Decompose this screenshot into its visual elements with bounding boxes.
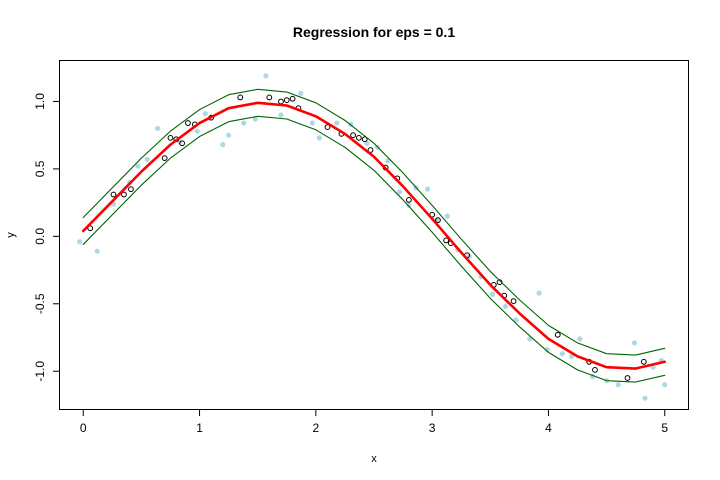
- data-point-15: [278, 112, 284, 118]
- support-point-3: [128, 186, 134, 193]
- data-point-29: [444, 213, 450, 219]
- support-point-34: [510, 298, 517, 304]
- data-point-25: [406, 202, 412, 208]
- y-axis-label: y: [5, 232, 17, 238]
- x-axis-label: x: [371, 453, 377, 465]
- support-point-7: [179, 140, 186, 147]
- data-point-8: [194, 128, 200, 134]
- support-point-0: [87, 225, 94, 232]
- data-point-46: [642, 395, 648, 401]
- x-tick-label-3: 3: [429, 421, 436, 435]
- data-point-13: [252, 116, 258, 122]
- support-point-37: [592, 366, 598, 373]
- support-point-25: [405, 197, 412, 203]
- y-tick-label-4: 1.0: [33, 93, 47, 110]
- data-point-33: [490, 291, 496, 297]
- support-point-39: [640, 358, 647, 365]
- support-point-27: [435, 217, 441, 224]
- support-point-14: [283, 97, 290, 104]
- y-tick-label-2: 0.0: [33, 228, 47, 245]
- support-point-5: [167, 134, 174, 141]
- data-point-9: [202, 111, 208, 117]
- x-tick-label-5: 5: [661, 421, 668, 435]
- data-point-16: [298, 90, 304, 96]
- support-point-2: [121, 191, 127, 198]
- data-point-4: [135, 163, 141, 169]
- data-point-24: [396, 189, 403, 195]
- support-point-20: [355, 134, 362, 141]
- data-point-18: [316, 135, 322, 141]
- plot-marks: [77, 73, 668, 401]
- data-point-38: [544, 347, 550, 353]
- support-point-35: [554, 331, 561, 338]
- data-point-12: [241, 120, 247, 126]
- data-point-35: [513, 317, 519, 323]
- support-point-21: [361, 136, 368, 143]
- support-point-13: [278, 98, 284, 105]
- data-point-17: [309, 120, 315, 126]
- support-point-11: [237, 94, 244, 101]
- data-point-19: [334, 120, 340, 126]
- lower-bound-line: [82, 115, 666, 383]
- support-point-8: [185, 120, 191, 126]
- support-point-38: [624, 375, 631, 381]
- data-point-37: [536, 290, 542, 296]
- chart-title: Regression for eps = 0.1: [293, 24, 455, 40]
- support-point-12: [266, 94, 273, 101]
- data-point-39: [559, 351, 566, 357]
- data-point-27: [424, 186, 431, 192]
- support-point-28: [443, 237, 450, 244]
- data-point-21: [364, 140, 370, 146]
- data-point-14: [263, 73, 269, 79]
- plot-frame: [59, 60, 689, 410]
- y-tick-label-3: 0.5: [33, 160, 47, 177]
- fit-line: [81, 101, 667, 370]
- data-point-49: [662, 382, 668, 388]
- data-point-0: [77, 239, 83, 245]
- y-axis: -1.0 -0.5 0.0 0.5 1.0: [33, 93, 60, 382]
- x-tick-label-2: 2: [313, 421, 320, 435]
- x-axis: 0 1 2 3 4 5: [80, 409, 668, 435]
- data-point-1: [94, 248, 100, 254]
- support-point-4: [161, 155, 168, 162]
- support-point-1: [110, 191, 117, 198]
- support-point-15: [289, 95, 296, 102]
- x-tick-label-4: 4: [545, 421, 552, 435]
- data-point-11: [226, 132, 232, 138]
- data-point-41: [577, 336, 583, 342]
- data-point-45: [631, 340, 638, 346]
- y-tick-label-0: -1.0: [33, 361, 47, 382]
- y-tick-label-1: -0.5: [33, 293, 47, 314]
- support-point-19: [350, 132, 356, 139]
- data-point-10: [220, 142, 226, 148]
- x-tick-label-0: 0: [80, 421, 87, 435]
- x-tick-label-1: 1: [196, 421, 203, 435]
- data-point-44: [615, 382, 621, 388]
- data-point-34: [502, 303, 509, 310]
- data-point-6: [155, 125, 161, 132]
- data-point-5: [144, 156, 150, 163]
- upper-bound-line: [82, 88, 666, 356]
